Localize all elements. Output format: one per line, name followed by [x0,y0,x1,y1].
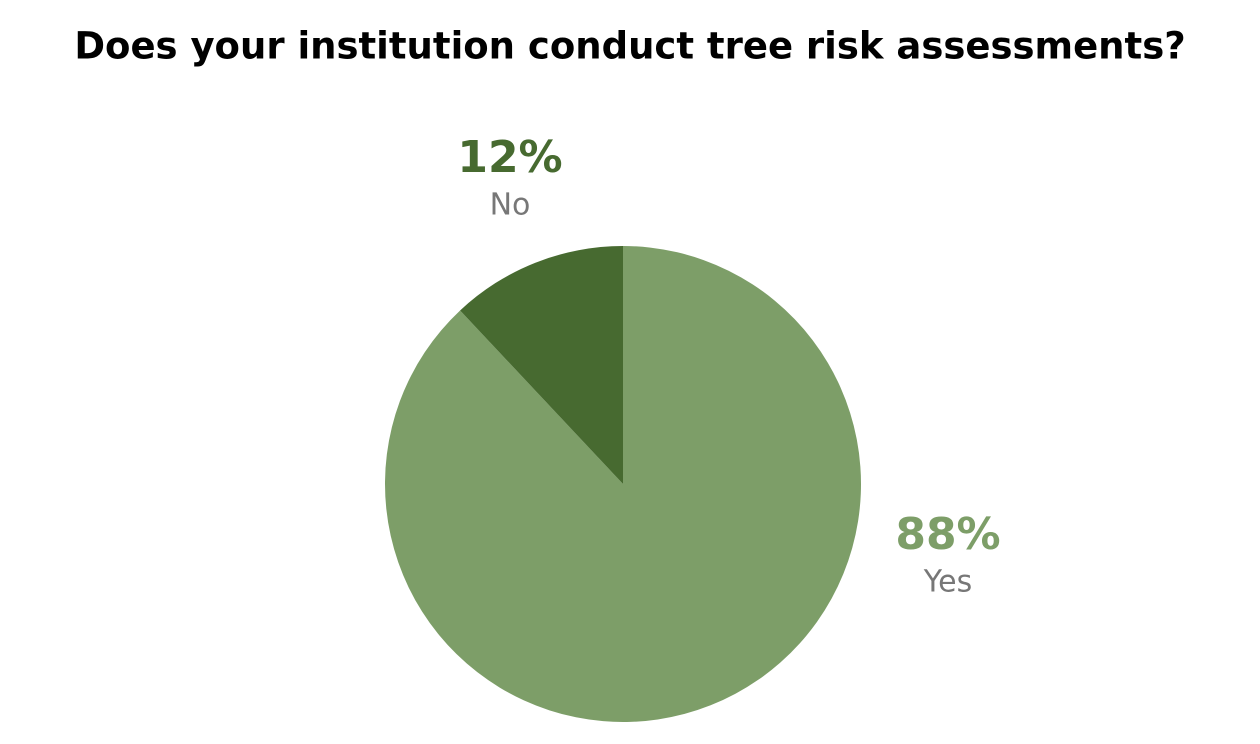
category-label: No [490,188,531,223]
chart-title: Does your institution conduct tree risk … [74,25,1185,68]
pie-slice [460,246,623,484]
category-label: Yes [923,565,972,600]
value-label: 88% [895,509,1000,560]
value-label: 12% [457,132,562,183]
